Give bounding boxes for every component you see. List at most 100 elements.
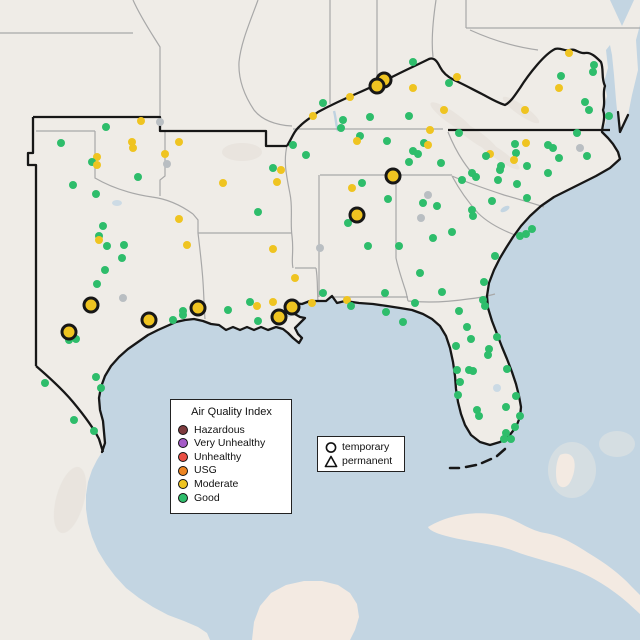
aqi-station-dot — [90, 427, 98, 435]
aqi-station-dot — [411, 299, 419, 307]
aqi-temporary-station-ring — [60, 323, 78, 341]
aqi-station-dot — [269, 164, 277, 172]
aqi-station-dot — [129, 144, 137, 152]
aqi-station-dot — [485, 345, 493, 353]
aqi-station-dot — [424, 141, 432, 149]
aqi-station-dot — [484, 351, 492, 359]
aqi-station-dot — [453, 366, 461, 374]
aqi-station-dot — [102, 123, 110, 131]
aqi-station-dot — [348, 184, 356, 192]
triangle-marker-icon — [324, 455, 338, 468]
yucatan-peninsula — [252, 581, 359, 640]
aqi-legend-label: USG — [194, 464, 217, 477]
aqi-station-dot — [405, 158, 413, 166]
aqi-station-dot — [503, 365, 511, 373]
aqi-station-dot — [57, 139, 65, 147]
aqi-station-dot — [583, 152, 591, 160]
aqi-temporary-station-ring — [140, 311, 158, 329]
aqi-station-dot — [175, 215, 183, 223]
aqi-station-dot — [528, 225, 536, 233]
aqi-station-dot — [424, 191, 432, 199]
aqi-station-dot — [99, 222, 107, 230]
aqi-legend-item: Unhealthy — [178, 450, 285, 464]
region-border — [26, 47, 610, 453]
aqi-station-dot — [343, 296, 351, 304]
aqi-station-dot — [93, 161, 101, 169]
aqi-station-dot — [358, 179, 366, 187]
aqi-station-dot — [353, 137, 361, 145]
aqi-station-dot — [523, 162, 531, 170]
aqi-station-dot — [253, 302, 261, 310]
aqi-station-dot — [382, 308, 390, 316]
aqi-legend-items: Hazardous Very Unhealthy Unhealthy USG Moder… — [178, 423, 285, 505]
aqi-station-dot — [291, 274, 299, 282]
aqi-station-dot — [468, 206, 476, 214]
aqi-station-dot — [277, 166, 285, 174]
aqi-station-dot — [344, 219, 352, 227]
aqi-station-dot — [399, 318, 407, 326]
aqi-station-dot — [455, 307, 463, 315]
aqi-station-dot — [481, 302, 489, 310]
bahama-bank-2 — [599, 431, 635, 457]
aqi-swatch-moderate — [178, 479, 188, 490]
aqi-station-dot — [522, 139, 530, 147]
aqi-station-dot — [440, 106, 448, 114]
aqi-station-dot — [339, 116, 347, 124]
aqi-station-dot — [500, 435, 508, 443]
aqi-station-dot — [467, 335, 475, 343]
aqi-legend-item: Good — [178, 491, 285, 505]
aqi-station-dot — [448, 228, 456, 236]
aqi-legend-item: USG — [178, 464, 285, 478]
aqi-legend-label: Very Unhealthy — [194, 437, 266, 450]
aqi-station-dot — [589, 68, 597, 76]
aqi-station-dot — [246, 298, 254, 306]
aqi-station-dot — [179, 307, 187, 315]
aqi-temporary-station-ring — [283, 298, 301, 316]
cuba-island — [428, 513, 640, 614]
aqi-station-dot — [289, 141, 297, 149]
aqi-station-dot — [557, 72, 565, 80]
aqi-legend-label: Hazardous — [194, 423, 245, 436]
aqi-station-dot — [429, 234, 437, 242]
aqi-station-dot — [523, 194, 531, 202]
aqi-legend-label: Good — [194, 491, 220, 504]
aqi-station-dot — [555, 154, 563, 162]
aqi-station-dot — [510, 156, 518, 164]
aqi-station-dot — [405, 112, 413, 120]
aqi-station-dot — [576, 144, 584, 152]
aqi-station-dot — [419, 199, 427, 207]
aqi-station-dot — [97, 384, 105, 392]
delaware-bay — [610, 0, 634, 26]
aqi-station-dot — [364, 242, 372, 250]
aqi-station-dot — [224, 306, 232, 314]
aqi-station-dot — [453, 73, 461, 81]
aqi-station-dot — [493, 333, 501, 341]
aqi-legend-label: Moderate — [194, 477, 239, 490]
aqi-swatch-hazardous — [178, 424, 188, 435]
aqi-station-dot — [437, 159, 445, 167]
aqi-station-dot — [555, 84, 563, 92]
aqi-station-dot — [511, 423, 519, 431]
aqi-station-dot — [383, 137, 391, 145]
circle-marker-icon — [324, 441, 338, 454]
aqi-station-dot — [426, 126, 434, 134]
aqi-station-dot — [507, 435, 515, 443]
aqi-station-dot — [511, 140, 519, 148]
aqi-station-dot — [456, 378, 464, 386]
aqi-station-dot — [469, 367, 477, 375]
aqi-station-dot — [521, 106, 529, 114]
aqi-station-dot — [384, 195, 392, 203]
aqi-swatch-unhealthy — [178, 451, 188, 462]
aqi-legend-item: Hazardous — [178, 423, 285, 437]
aqi-station-dot — [512, 392, 520, 400]
aqi-station-dot — [549, 144, 557, 152]
aqi-station-dot — [381, 289, 389, 297]
aqi-station-dot — [463, 323, 471, 331]
aqi-station-dot — [169, 316, 177, 324]
florida-keys — [448, 447, 507, 470]
aqi-station-dot — [347, 302, 355, 310]
aqi-station-dot — [95, 236, 103, 244]
aqi-station-dot — [395, 242, 403, 250]
marker-type-legend: temporary permanent — [317, 436, 405, 472]
